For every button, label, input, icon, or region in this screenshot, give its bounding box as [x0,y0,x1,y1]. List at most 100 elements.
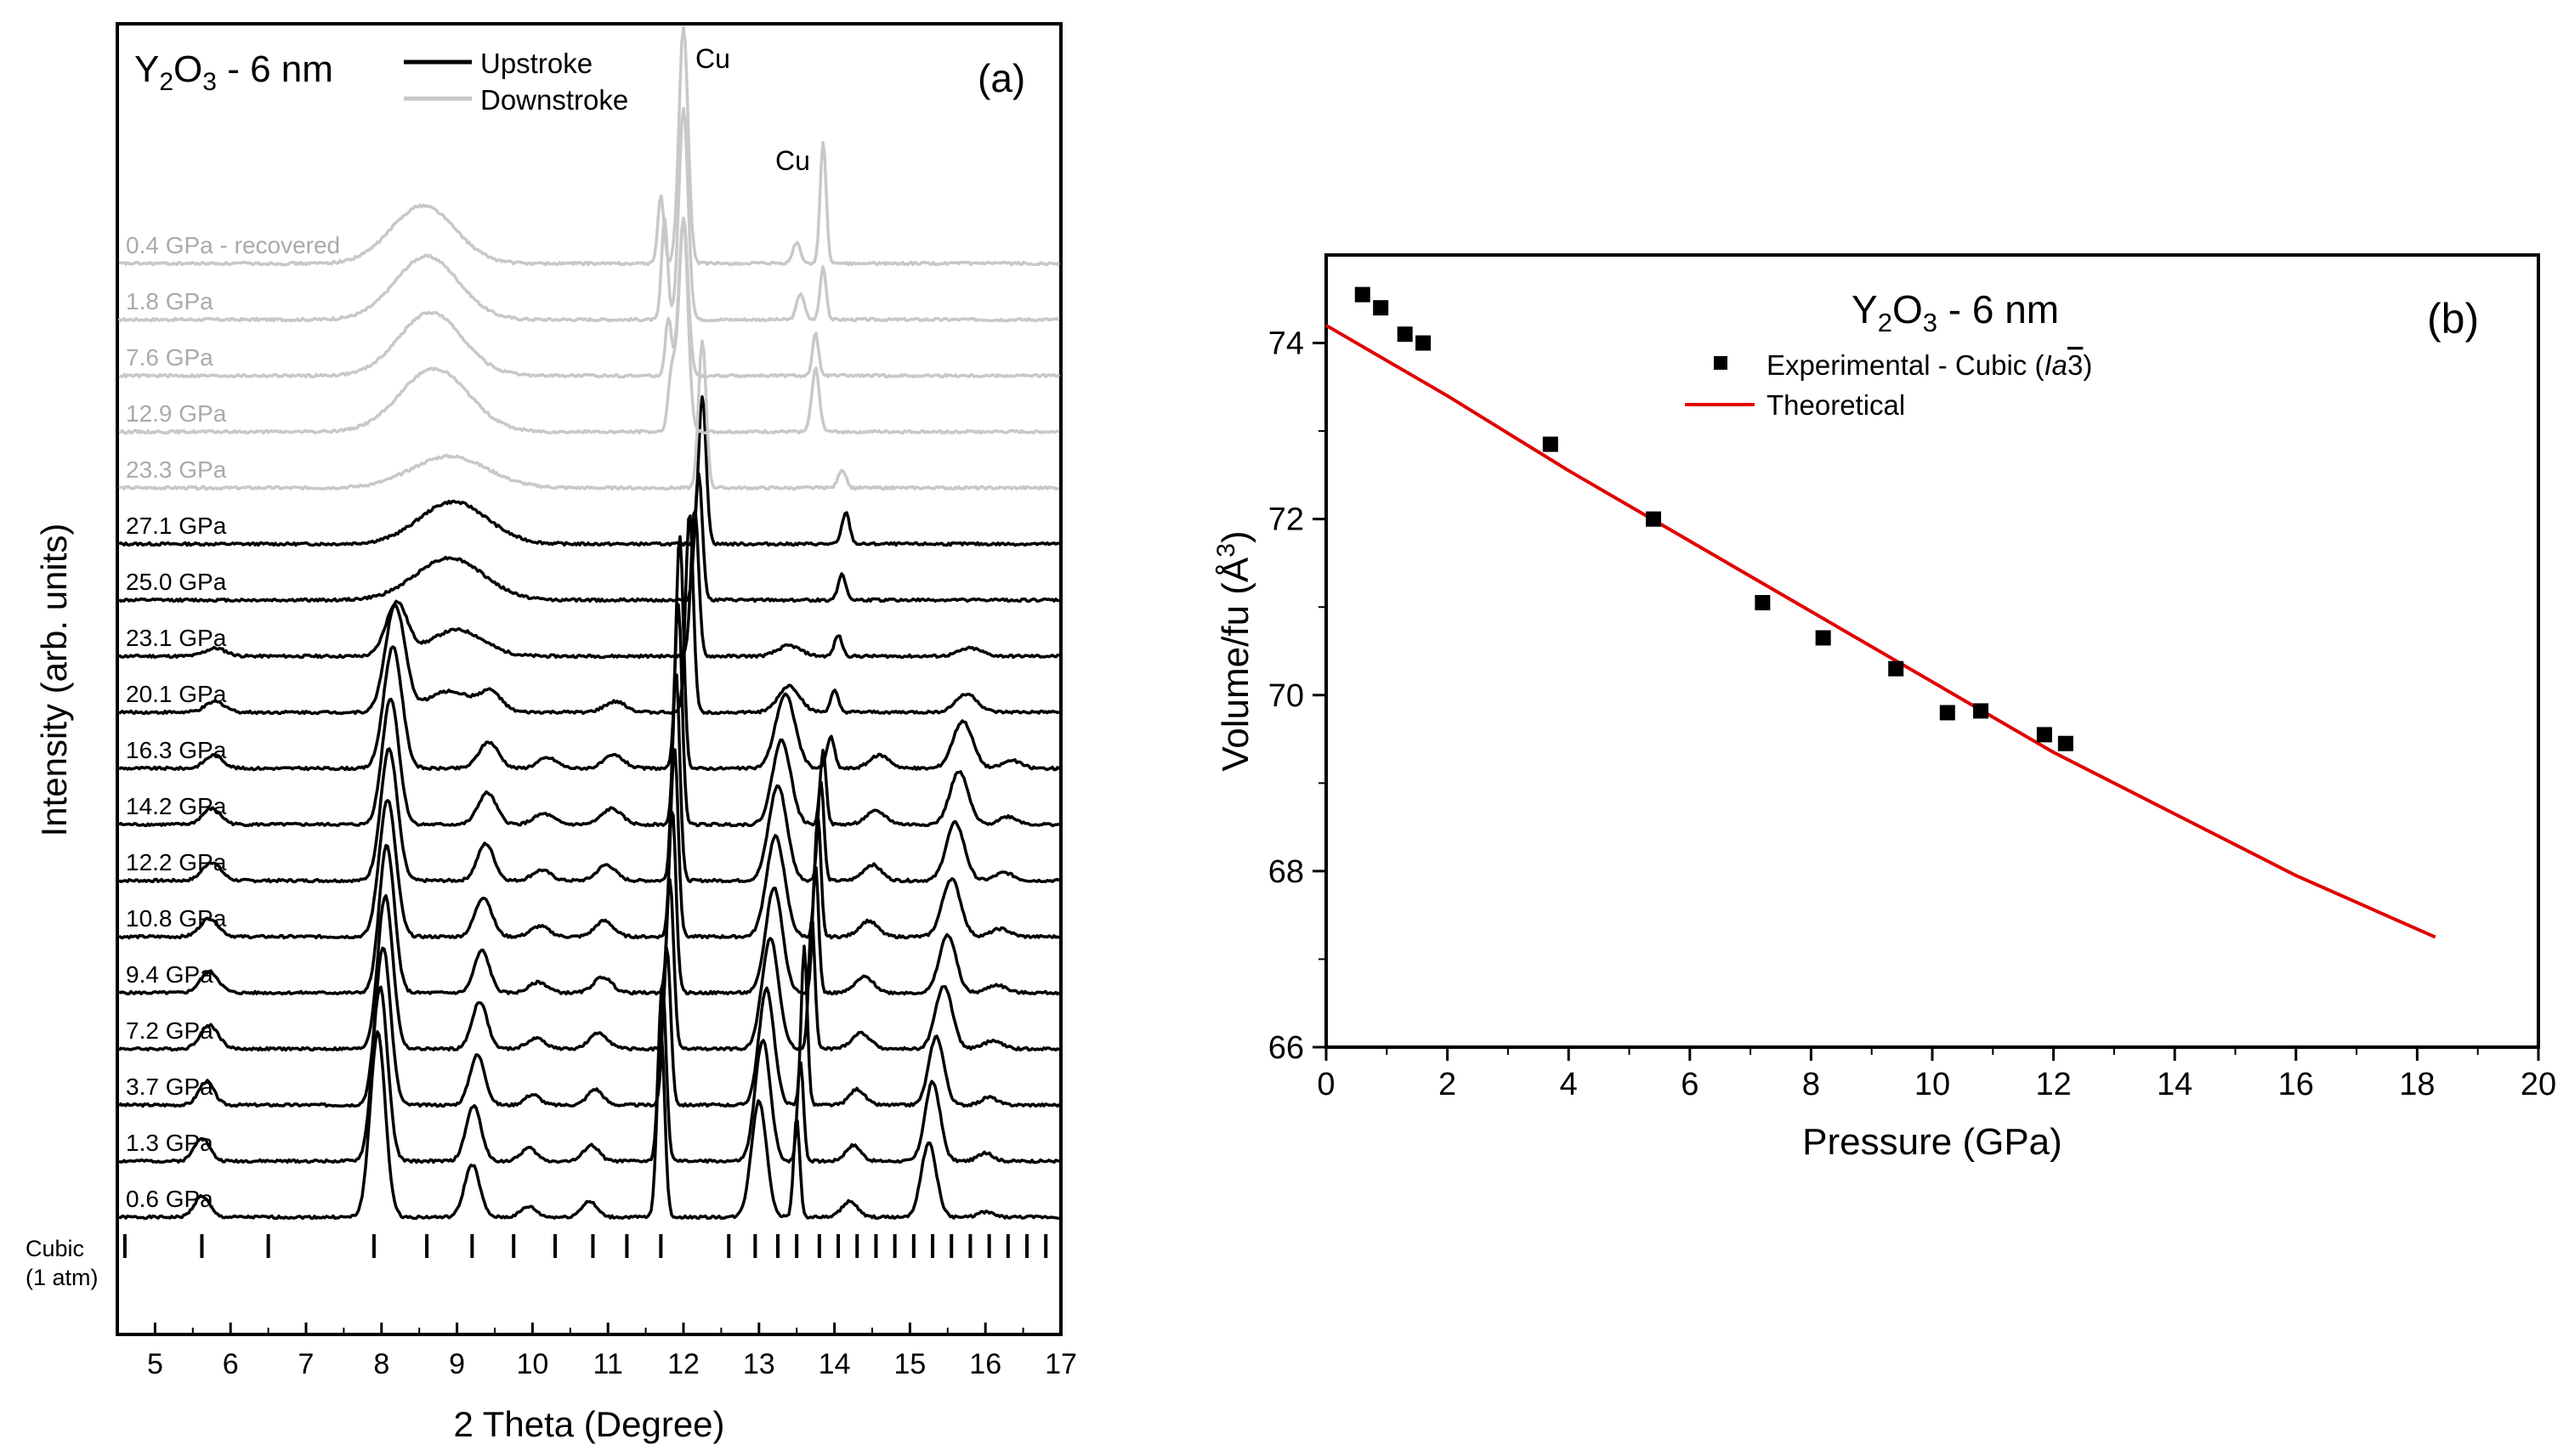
experimental-point [2036,727,2052,743]
panel-b-x-tick-label: 10 [1914,1067,1950,1102]
pattern-label-0-4-gpa-recovered: 0.4 GPa - recovered [126,232,340,258]
pattern-curve-10-8-gpa [118,748,1061,940]
panel-b-x-tick-label: 2 [1438,1067,1456,1102]
pattern-label-25-0-gpa: 25.0 GPa [126,569,227,595]
panel-b-x-tick-label: 0 [1317,1067,1335,1102]
pattern-label-7-2-gpa: 7.2 GPa [126,1017,213,1044]
panel-a-x-tick-label: 11 [593,1348,623,1380]
pattern-label-14-2-gpa: 14.2 GPa [126,793,227,819]
pattern-label-27-1-gpa: 27.1 GPa [126,513,227,539]
panel-a-x-tick-label: 15 [893,1348,926,1380]
pattern-curve-3-7-gpa [117,944,1061,1108]
panel-b-y-tick-label: 70 [1268,678,1304,714]
panel-a-x-ticks: 5 6 7 8 9 10 11 12 13 14 15 16 17 [147,1323,1077,1380]
panel-b-y-tick-label: 68 [1268,854,1304,890]
panel-b-x-axis-label: Pressure (GPa) [1802,1121,2062,1163]
legend-experimental-marker [1714,356,1727,370]
annotation-cu-1: Cu [695,43,730,74]
panel-b-x-tick-label: 16 [2278,1067,2314,1102]
panel-a-x-tick-label: 16 [969,1348,1001,1380]
pattern-label-23-3-gpa: 23.3 GPa [126,456,227,483]
pattern-curve-7-2-gpa [117,878,1060,1052]
experimental-point [1373,300,1389,316]
experimental-point [2057,735,2073,751]
pattern-label-3-7-gpa: 3.7 GPa [126,1074,213,1100]
panel-a-y-axis-label: Intensity (arb. units) [34,524,74,837]
pattern-label-12-2-gpa: 12.2 GPa [126,849,227,875]
panel-b-panel-label: (b) [2427,295,2479,343]
legend-upstroke-label: Upstroke [480,48,593,79]
pattern-label-16-3-gpa: 16.3 GPa [126,737,227,763]
pattern-curve-1-3-gpa [118,983,1060,1164]
pattern-curve-14-2-gpa [117,603,1060,828]
panel-b-title: Y2O3 - 6 nm [1852,287,2059,337]
panel-b-x-tick-label: 18 [2399,1067,2435,1102]
pattern-label-20-1-gpa: 20.1 GPa [126,681,227,707]
pattern-label-1-8-gpa: 1.8 GPa [126,288,213,314]
reference-label-line2: (1 atm) [26,1265,99,1290]
panel-b-y-tick-label: 66 [1268,1030,1304,1066]
legend-theoretical-label: Theoretical [1767,389,1905,421]
panel-a-reference-ticks [122,1234,1063,1258]
pattern-curve-16-3-gpa [117,535,1061,772]
panel-a-pressure-labels: 0.6 GPa 1.3 GPa 3.7 GPa 7.2 GPa 9.4 GPa 10.8 … [126,232,340,1212]
panel-a: 0.6 GPa 1.3 GPa 3.7 GPa 7.2 GPa 9.4 GPa 10.8 … [26,22,1077,1444]
pattern-label-9-4-gpa: 9.4 GPa [126,961,213,988]
pattern-curve-23-3-gpa [118,339,1060,491]
panel-a-frame [116,22,1063,1336]
pattern-curve-1-8-gpa [117,106,1060,323]
experimental-point [1939,705,1955,721]
panel-a-x-tick-label: 13 [743,1348,775,1380]
pattern-curve-0-4-gpa-recovered [118,25,1061,267]
panel-a-x-tick-label: 12 [667,1348,700,1380]
pattern-curve-23-1-gpa [117,509,1060,660]
experimental-point [1888,660,1904,677]
experimental-point [1542,436,1558,452]
panel-b-x-tick-label: 20 [2521,1067,2556,1102]
experimental-point [1815,630,1831,646]
panel-b-x-tick-label: 12 [2035,1067,2071,1102]
experimental-point [1646,511,1662,527]
panel-a-x-axis-label: 2 Theta (Degree) [453,1404,724,1444]
panel-a-x-tick-label: 17 [1045,1348,1077,1380]
panel-b-y-tick-label: 74 [1268,326,1304,362]
panel-b-theoretical-series [1324,324,2436,939]
theoretical-curve [1324,324,2436,939]
panel-a-title: Y2O3 - 6 nm [134,48,333,96]
pattern-curve-9-4-gpa [118,810,1061,996]
panel-b-y-tick-label: 72 [1268,502,1304,538]
panel-b-x-tick-label: 14 [2157,1067,2192,1102]
panel-b-y-ticks: 66 68 70 72 74 [1268,326,1326,1066]
panel-b-y-axis-label: Volume/fu (Å3) [1212,530,1256,771]
pattern-label-0-6-gpa: 0.6 GPa [126,1186,213,1212]
pattern-curve-27-1-gpa [118,395,1060,547]
pattern-curve-0-6-gpa [118,1028,1060,1221]
pattern-label-10-8-gpa: 10.8 GPa [126,905,227,932]
panel-b-x-tick-label: 8 [1802,1067,1820,1102]
experimental-point [1397,326,1413,343]
experimental-point [1755,595,1771,611]
panel-a-x-tick-label: 9 [449,1348,465,1380]
panel-b-x-ticks: 0 2 4 6 8 10 12 14 16 18 20 [1317,1047,2556,1102]
pattern-curve-12-2-gpa [117,673,1061,884]
reference-label-line1: Cubic [26,1236,84,1261]
pattern-curve-7-6-gpa [118,216,1061,379]
panel-a-x-tick-label: 14 [819,1348,851,1380]
legend-downstroke-label: Downstroke [480,84,628,116]
legend-experimental-label: Experimental - Cubic (Ia3) [1767,349,2092,381]
panel-b: 0 2 4 6 8 10 12 14 16 18 20 66 68 70 72 74 Y2O3 - 6 nm… [1212,253,2556,1163]
annotation-cu-2: Cu [775,145,810,176]
panel-a-x-tick-label: 10 [516,1348,548,1380]
panel-a-x-tick-label: 5 [147,1348,163,1380]
pattern-label-7-6-gpa: 7.6 GPa [126,344,213,371]
panel-a-x-tick-label: 7 [298,1348,315,1380]
panel-a-panel-label: (a) [978,56,1025,100]
panel-b-experimental-series [1354,286,2073,751]
panel-b-x-tick-label: 4 [1560,1067,1578,1102]
pattern-curve-12-9-gpa [118,218,1060,435]
pattern-label-1-3-gpa: 1.3 GPa [126,1130,213,1156]
panel-a-x-tick-label: 6 [223,1348,239,1380]
pattern-curve-20-1-gpa [118,514,1060,716]
panel-a-x-tick-label: 8 [373,1348,389,1380]
